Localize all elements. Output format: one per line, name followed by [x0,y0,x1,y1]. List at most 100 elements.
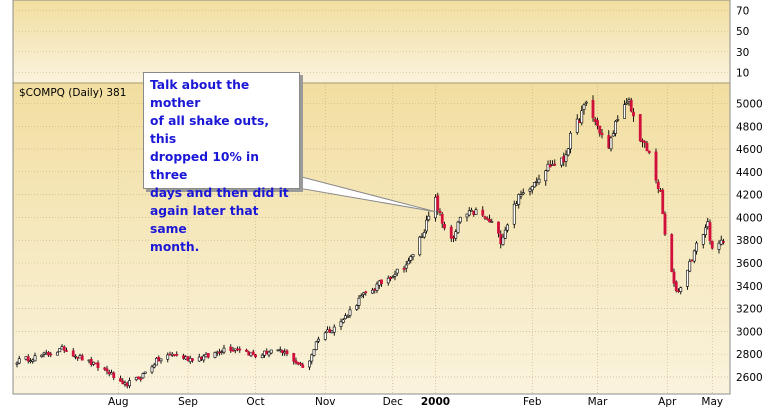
candle-body [348,309,352,316]
candle-body [598,125,602,134]
candle-body [454,231,458,239]
candle-body [512,203,516,225]
candle-body [76,356,80,359]
candle-body [231,349,235,352]
candle-body [591,100,595,119]
candle-body [112,372,116,379]
candle-body [344,315,347,319]
candle-body [661,189,665,215]
candle-body [267,351,271,356]
candle-body [625,102,629,105]
candle-body [672,271,676,284]
candle-body [609,137,613,150]
candle-body [49,353,53,356]
candle-body [614,120,617,134]
candle-body [312,349,316,356]
candle-body [341,319,345,323]
candle-body [407,260,410,265]
candle-body [632,111,635,117]
candle-body [317,338,320,342]
price-tick-label: 3400 [736,281,763,293]
candle-body [206,353,210,358]
candle-body [204,354,208,358]
candle-body [422,232,426,238]
candle-body [346,316,350,318]
candle-body [247,351,251,356]
candle-body [33,355,37,362]
plot-border [12,0,731,395]
x-tick-label: Dec [383,396,404,408]
candle-body [600,132,604,136]
candle-body [78,355,82,359]
candle-body [616,119,620,121]
candle-body [569,132,572,150]
candle-body [722,241,725,243]
candle-body [688,261,692,272]
candle-body [692,250,696,262]
candle-body [213,352,217,358]
candle-body [488,219,491,223]
candle-body [404,264,408,269]
candle-body [371,289,374,294]
candle-body [629,100,633,112]
price-tick-label: 3000 [736,326,763,338]
candle-body [364,291,368,294]
candle-body [438,210,442,213]
candle-body [191,358,194,361]
candle-body [134,376,138,381]
x-tick-label: May [701,396,723,408]
price-tick-label: 4400 [736,167,763,179]
candle-body [645,143,649,152]
candle-body [638,114,642,142]
x-tick-label: Feb [523,396,542,408]
candle-body [452,236,455,239]
candle-body [96,362,100,368]
candle-body [301,364,305,368]
candle-body [717,242,721,250]
x-tick-label: Mar [588,396,608,408]
candle-body [175,354,179,356]
candle-body [544,170,548,182]
candle-body [299,362,302,365]
candle-body [143,371,147,374]
candle-body [686,269,689,287]
candle-body [276,349,280,352]
candle-body [663,213,667,235]
candle-body [263,350,266,356]
candle-body [710,240,714,249]
candle-body [566,148,570,156]
candle-body [80,355,84,361]
chart-legend-label: $COMPQ (Daily) 381 [19,87,126,99]
candle-body [704,227,707,236]
candle-body [62,346,66,351]
x-tick-label: Nov [315,396,336,408]
candle-body [627,99,631,102]
candle-body [564,154,568,162]
candle-body [74,355,77,358]
candle-body [537,178,541,184]
candle-body [506,224,509,231]
candle-body [355,305,359,310]
candle-body [659,189,662,192]
price-tick-label: 3200 [736,304,763,316]
indicator-tick-label: 10 [736,68,749,80]
candle-body [254,354,257,358]
candle-body [197,356,201,362]
candle-body [674,281,678,291]
candle-body [323,332,327,340]
indicator-tick-label: 50 [736,26,749,38]
candle-body [434,196,437,219]
candle-body [58,348,62,353]
candle-body [236,348,239,351]
candle-body [517,194,521,205]
candle-body [17,358,21,364]
candle-body [265,350,269,355]
candle-body [245,349,248,352]
candle-body [285,350,289,354]
price-tick-label: 3600 [736,258,763,270]
candle-body [157,357,161,362]
candle-body [551,164,554,166]
candle-body [215,351,219,354]
candle-body [375,283,379,291]
candle-body [575,118,579,133]
